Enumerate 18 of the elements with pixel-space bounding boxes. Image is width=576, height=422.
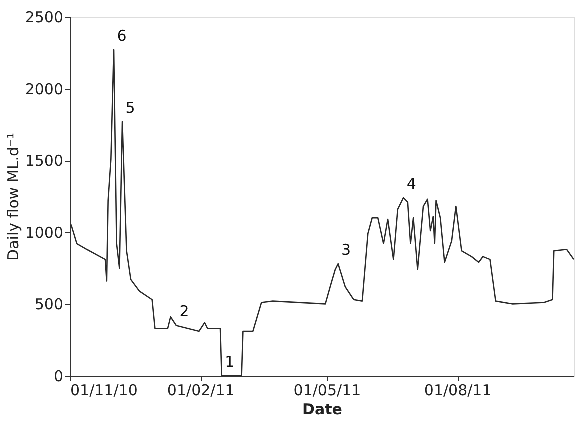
annotation: 2	[180, 302, 190, 321]
x-tick-label: 01/11/10	[70, 382, 138, 400]
y-tick-label: 2500	[25, 8, 64, 26]
x-tick-label: 01/02/11	[167, 382, 235, 400]
annotation: 3	[342, 240, 352, 259]
x-tick-label: 01/08/11	[424, 382, 492, 400]
x-axis-title: Date	[302, 400, 342, 418]
y-axis-title: Daily flow ML.d⁻¹	[4, 133, 22, 261]
annotation: 4	[406, 174, 416, 193]
y-tick-label: 500	[34, 296, 64, 314]
y-tick-label: 1000	[25, 224, 64, 242]
annotation: 1	[225, 353, 235, 371]
annotation: 5	[126, 98, 136, 117]
y-tick-label: 0	[54, 368, 64, 386]
y-tick-label: 2000	[25, 80, 64, 98]
x-tick-label: 01/05/11	[294, 382, 362, 400]
annotation: 6	[117, 27, 127, 46]
y-tick-label: 1500	[25, 152, 64, 170]
